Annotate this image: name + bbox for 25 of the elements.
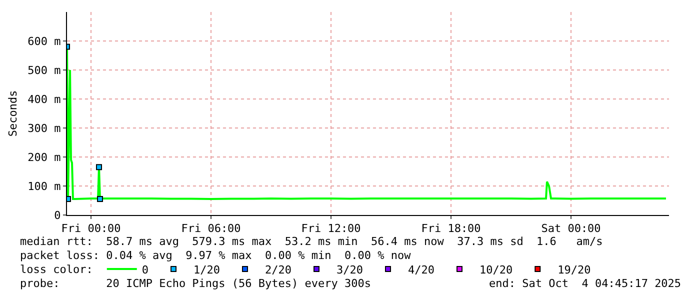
y-tick-label: 0 [54,208,61,222]
y-axis-title: Seconds [6,90,20,137]
text: median rtt: 58.7 ms avg 579.3 ms max 53.2 ms min 56.4 ms now 37.3 ms sd 1.6 am/s [20,235,603,248]
x-tick-label: Fri 06:00 [181,222,241,236]
text: packet loss: 0.04 % avg 9.97 % max 0.00 % min 0.00 % now [20,249,412,262]
text: probe: 20 ICMP Echo Pings (56 Bytes) every 300s [20,277,371,290]
x-tick-label: Sat 00:00 [541,222,601,236]
y-tick-label: 400 m [28,92,62,106]
x-tick-label: Fri 18:00 [421,222,481,236]
text: end: Sat Oct 4 04:45:17 2025 [489,277,682,290]
x-tick-label: Fri 00:00 [61,222,121,236]
legend-label: 10/20 [480,263,513,276]
y-tick-label: 100 m [28,180,62,193]
x-tick-label: Fri 12:00 [301,222,361,236]
legend-title: loss color: [20,263,93,276]
legend-label: 0 [142,263,149,276]
y-tick-label: 600 m [28,34,62,48]
y-tick-label: 200 m [28,150,62,164]
legend-label: 19/20 [558,263,591,276]
legend-label: 3/20 [336,263,364,276]
legend-label: 2/20 [265,263,292,276]
y-tick-label: 300 m [28,122,62,135]
legend-label: 1/20 [194,263,220,276]
legend-label: 4/20 [408,263,435,276]
y-tick-label: 500 m [28,64,62,77]
